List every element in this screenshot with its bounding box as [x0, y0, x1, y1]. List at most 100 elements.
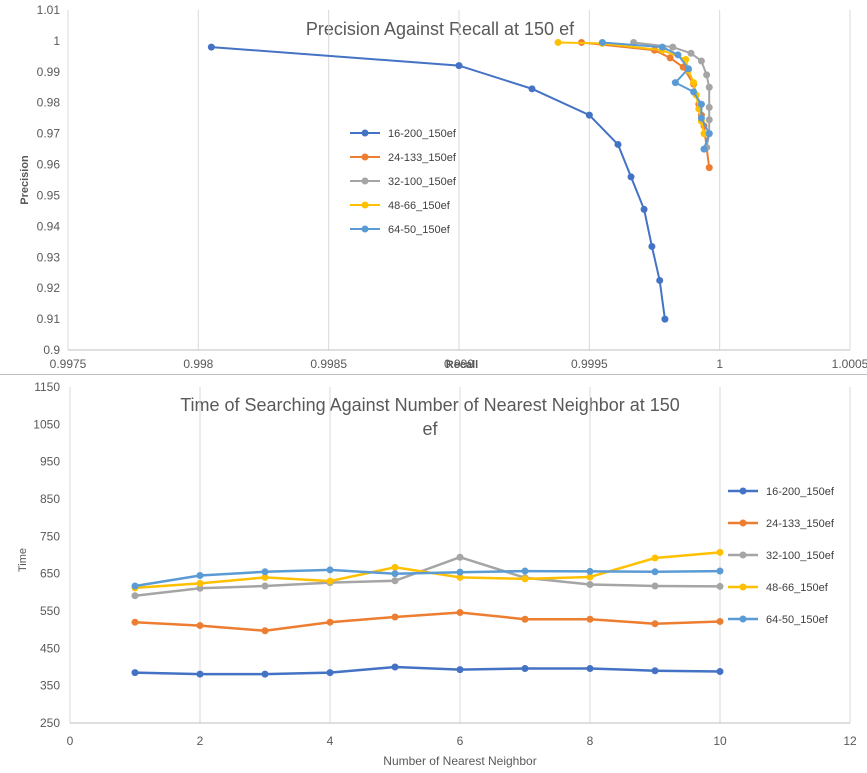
x-tick-label: 0: [67, 734, 74, 748]
x-tick-label: 0.9995: [571, 357, 608, 371]
data-point: [651, 554, 659, 562]
legend-marker: [739, 551, 747, 559]
data-point: [697, 100, 705, 108]
data-point: [456, 568, 464, 576]
data-point: [690, 79, 698, 87]
data-point: [697, 114, 705, 122]
legend-marker: [739, 615, 747, 623]
y-tick-label: 250: [40, 716, 60, 730]
data-point: [705, 116, 713, 124]
legend-marker: [361, 153, 369, 161]
data-point: [521, 575, 529, 583]
x-tick-label: 1: [716, 357, 723, 371]
y-axis-label: Precision: [19, 155, 31, 205]
data-point: [716, 567, 724, 575]
y-tick-label: 0.96: [37, 158, 61, 172]
data-point: [131, 592, 139, 600]
y-tick-label: 750: [40, 529, 60, 543]
y-tick-label: 550: [40, 604, 60, 618]
data-point: [456, 666, 464, 674]
data-point: [521, 664, 529, 672]
y-tick-label: 0.92: [37, 281, 61, 295]
y-tick-label: 850: [40, 492, 60, 506]
data-point: [456, 573, 464, 581]
data-point: [585, 111, 593, 119]
data-point: [586, 573, 594, 581]
legend-label: 48-66_150ef: [388, 200, 451, 212]
data-point: [705, 83, 713, 91]
y-tick-label: 450: [40, 641, 60, 655]
y-axis-label: Time: [17, 548, 29, 572]
data-point: [196, 670, 204, 678]
y-tick-label: 350: [40, 679, 60, 693]
data-point: [521, 567, 529, 575]
y-tick-label: 1.01: [37, 3, 61, 17]
time-vs-neighbors-chart: Time of Searching Against Number of Near…: [0, 374, 867, 773]
data-point: [391, 613, 399, 621]
data-point: [261, 573, 269, 581]
x-axis-label: Recall: [446, 359, 478, 371]
series-line: [558, 41, 705, 134]
data-point: [196, 579, 204, 587]
x-tick-label: 0.999: [444, 357, 474, 371]
legend-label: 16-200_150ef: [766, 486, 835, 498]
data-point: [196, 584, 204, 592]
data-point: [391, 663, 399, 671]
data-point: [716, 667, 724, 675]
data-point: [456, 608, 464, 616]
legend-label: 32-100_150ef: [388, 176, 457, 188]
data-point: [651, 582, 659, 590]
data-point: [716, 582, 724, 590]
chart-title: Precision Against Recall at 150 ef: [306, 19, 575, 39]
y-tick-label: 0.97: [37, 127, 61, 141]
series-line: [633, 41, 711, 148]
legend-label: 64-50_150ef: [388, 224, 451, 236]
data-point: [614, 140, 622, 148]
data-point: [586, 567, 594, 575]
data-point: [391, 570, 399, 578]
data-point: [640, 205, 648, 213]
y-tick-label: 0.94: [37, 219, 61, 233]
data-point: [326, 669, 334, 677]
y-tick-label: 0.91: [37, 312, 61, 326]
data-point: [261, 670, 269, 678]
data-point: [697, 57, 705, 65]
time-vs-neighbors-plot: Time of Searching Against Number of Near…: [17, 380, 857, 768]
x-tick-label: 0.9985: [310, 357, 347, 371]
legend-label: 32-100_150ef: [766, 550, 835, 562]
data-point: [207, 43, 215, 51]
chart-title: Time of Searching Against Number of Near…: [180, 395, 680, 439]
data-point: [684, 65, 692, 73]
data-point: [391, 577, 399, 585]
y-tick-label: 1050: [33, 417, 60, 431]
data-point: [690, 88, 698, 96]
legend-marker: [739, 487, 747, 495]
data-point: [716, 548, 724, 556]
series-line: [134, 665, 721, 676]
y-tick-label: 0.9: [43, 343, 60, 357]
data-point: [456, 553, 464, 561]
legend-label: 16-200_150ef: [388, 128, 457, 140]
data-point: [455, 62, 463, 70]
legend-label: 24-133_150ef: [766, 518, 835, 530]
data-point: [261, 568, 269, 576]
data-point: [261, 582, 269, 590]
data-point: [716, 617, 724, 625]
series-line: [602, 41, 711, 150]
data-point: [521, 615, 529, 623]
data-point: [326, 566, 334, 574]
series-line: [134, 611, 721, 633]
data-point: [196, 622, 204, 630]
legend-label: 24-133_150ef: [388, 152, 457, 164]
data-point: [196, 572, 204, 580]
data-point: [131, 618, 139, 626]
data-point: [261, 627, 269, 635]
precision-recall-plot: Precision Against Recall at 150 ef Preci…: [19, 3, 867, 371]
data-point: [326, 577, 334, 585]
x-tick-label: 0.998: [183, 357, 213, 371]
legend-label: 48-66_150ef: [766, 582, 829, 594]
y-tick-label: 950: [40, 455, 60, 469]
data-point: [666, 54, 674, 62]
y-tick-label: 0.95: [37, 188, 61, 202]
data-point: [705, 130, 713, 138]
